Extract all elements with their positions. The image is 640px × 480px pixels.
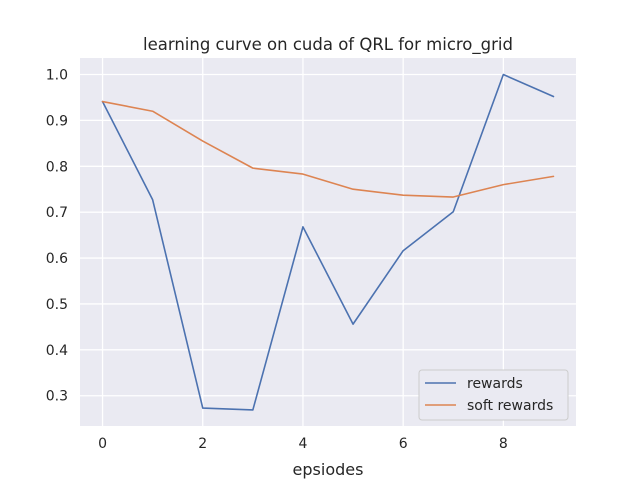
x-tick-label-2: 2	[198, 436, 207, 452]
series-line-soft-rewards	[101, 100, 555, 198]
x-tick-label-8: 8	[499, 436, 508, 452]
x-tick-label-6: 6	[399, 436, 408, 452]
legend-label-rewards: rewards	[467, 376, 523, 392]
grid-lines	[80, 58, 576, 426]
y-tick-label-6: 0.9	[46, 113, 68, 129]
y-tick-label-4: 0.7	[46, 205, 68, 221]
y-tick-label-1: 0.4	[46, 343, 68, 359]
x-axis-label: epsiodes	[293, 460, 364, 479]
y-tick-labels: 0.3 0.4 0.5 0.6 0.7 0.8 0.9 1.0	[46, 68, 68, 405]
legend: rewards soft rewards	[418, 369, 569, 421]
x-tick-label-4: 4	[298, 436, 307, 452]
x-tick-label-0: 0	[98, 436, 107, 452]
legend-label-soft-rewards: soft rewards	[467, 398, 553, 414]
series-layer	[101, 73, 555, 411]
series-line-rewards	[101, 73, 555, 411]
legend-box	[418, 369, 569, 421]
x-tick-labels: 0 2 4 6 8	[98, 436, 508, 452]
y-tick-label-5: 0.8	[46, 159, 68, 175]
y-tick-label-2: 0.5	[46, 297, 68, 313]
y-tick-label-0: 0.3	[46, 389, 68, 405]
y-tick-label-3: 0.6	[46, 251, 68, 267]
y-tick-label-7: 1.0	[46, 68, 68, 84]
chart-title: learning curve on cuda of QRL for micro_…	[143, 35, 513, 55]
